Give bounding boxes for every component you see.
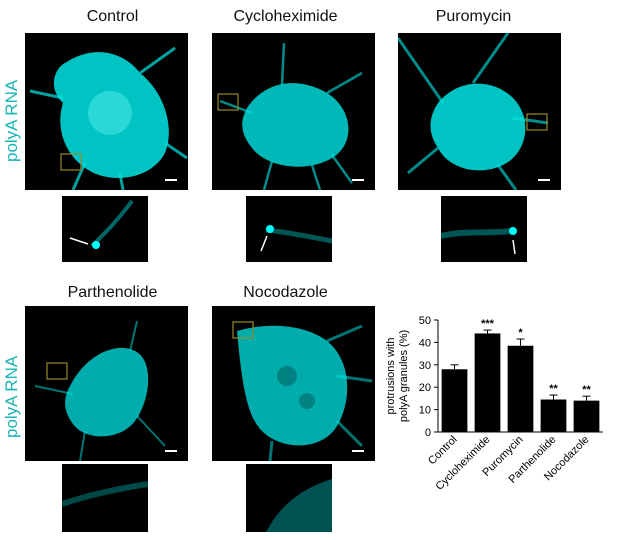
inset-box	[526, 113, 548, 131]
significance-label: **	[549, 383, 558, 395]
scale-bar	[165, 179, 177, 181]
y-tick-label: 0	[425, 427, 431, 439]
title-parthenolide: Parthenolide	[67, 284, 158, 301]
micrograph-parthenolide	[25, 306, 188, 461]
arrow-icon	[260, 235, 268, 252]
title-puromycin: Puromycin	[435, 8, 512, 25]
y-tick-label: 50	[419, 315, 431, 327]
bar-puromycin	[507, 345, 534, 432]
inset-puromycin	[441, 196, 527, 262]
y-label-polya-rna-row1: polyA RNA	[2, 79, 21, 162]
micrograph-cycloheximide	[212, 33, 375, 190]
title-nocodazole: Nocodazole	[243, 284, 328, 301]
arrow-icon	[69, 237, 89, 245]
inset-parthenolide	[62, 464, 148, 532]
bar-nocodazole	[573, 400, 600, 432]
arrow-icon	[512, 239, 516, 255]
inset-box	[46, 362, 68, 380]
micrograph-nocodazole	[212, 306, 375, 461]
y-tick-label: 40	[419, 337, 431, 349]
inset-nocodazole	[246, 464, 332, 532]
bar-cycloheximide	[474, 333, 501, 432]
scale-bar	[165, 450, 177, 452]
bar-control	[441, 369, 468, 432]
inset-box	[232, 321, 254, 339]
inset-cycloheximide	[246, 196, 332, 262]
y-tick-label: 30	[419, 360, 431, 372]
scale-bar	[352, 179, 364, 181]
inset-control	[62, 196, 148, 262]
bar-chart: protrusions with polyA granules (%) 0 10 2…	[385, 315, 603, 493]
y-label-polya-rna-row2: polyA RNA	[2, 355, 21, 438]
chart-ylabel-line1: protrusions with	[385, 337, 397, 414]
micrograph-control	[25, 33, 188, 190]
y-tick-label: 10	[419, 405, 431, 417]
significance-label: *	[518, 327, 523, 339]
bar-parthenolide	[540, 399, 567, 432]
inset-box	[60, 153, 82, 171]
chart-ylabel-line2: polyA granules (%)	[398, 330, 410, 422]
inset-box	[217, 93, 239, 111]
title-control: Control	[86, 8, 139, 25]
title-cycloheximide: Cycloheximide	[233, 8, 338, 25]
significance-label: ***	[481, 318, 495, 330]
scale-bar	[352, 450, 364, 452]
scale-bar	[538, 179, 550, 181]
significance-label: **	[582, 384, 591, 396]
y-tick-label: 20	[419, 382, 431, 394]
micrograph-puromycin	[398, 33, 561, 190]
